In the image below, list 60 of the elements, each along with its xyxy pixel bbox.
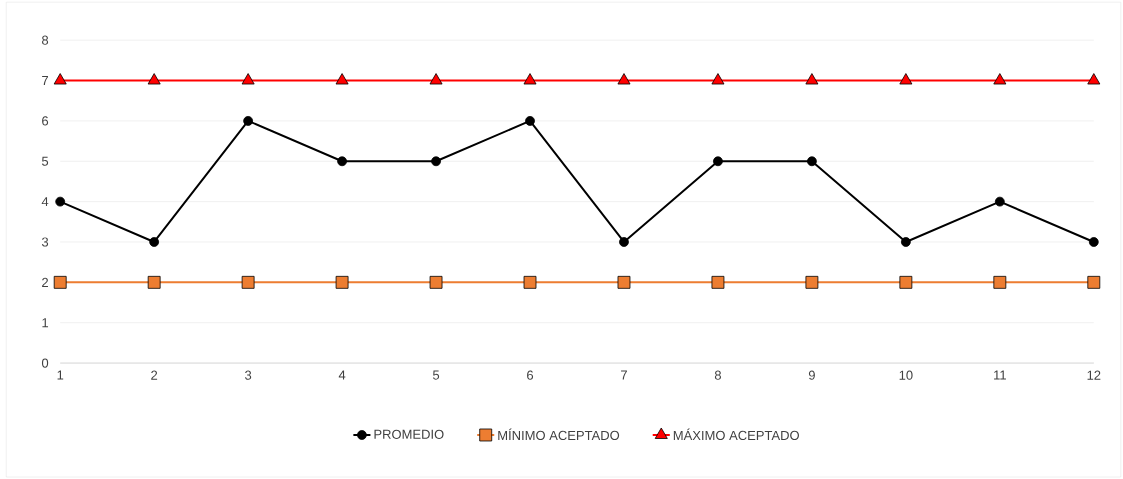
point	[899, 275, 913, 289]
point	[523, 275, 537, 289]
point	[149, 236, 160, 247]
point	[805, 275, 819, 289]
point	[899, 73, 913, 85]
point	[807, 156, 817, 167]
point	[711, 275, 725, 289]
point	[993, 275, 1007, 289]
point	[525, 115, 535, 126]
point	[617, 73, 631, 85]
x-tick-label: 2	[151, 370, 158, 380]
point	[241, 73, 255, 85]
y-tick-label: 8	[42, 35, 49, 45]
point	[711, 73, 725, 85]
point	[243, 115, 254, 126]
y-tick-label: 2	[42, 277, 49, 287]
y-tick-label: 7	[42, 75, 49, 85]
point	[429, 275, 443, 289]
legend-label: MÍNIMO ACEPTADO	[498, 428, 620, 440]
point	[713, 156, 723, 167]
point	[805, 73, 819, 85]
y-tick-label: 0	[41, 358, 49, 368]
point	[1087, 73, 1101, 85]
y-tick-label: 1	[42, 318, 49, 328]
point	[617, 275, 631, 289]
x-tick-label: 1	[57, 370, 64, 380]
x-tick-label: 4	[338, 370, 346, 380]
y-tick-label: 3	[41, 237, 49, 247]
point	[337, 156, 347, 167]
x-tick-label: 7	[621, 370, 627, 380]
y-tick-label: 5	[41, 156, 49, 166]
point	[53, 275, 67, 289]
point	[1088, 236, 1099, 247]
point	[335, 275, 349, 289]
x-tick-label: 3	[245, 370, 252, 380]
x-tick-label: 10	[899, 370, 913, 380]
point	[55, 196, 66, 207]
legend-label: PROMEDIO	[374, 429, 444, 439]
x-tick-label: 12	[1087, 370, 1101, 380]
x-tick-label: 9	[808, 370, 815, 380]
point	[994, 196, 1005, 207]
point	[993, 73, 1007, 85]
point	[431, 156, 441, 167]
y-tick-label: 6	[42, 116, 49, 126]
point	[241, 275, 255, 289]
y-tick-label: 4	[41, 197, 49, 206]
x-tick-label: 6	[527, 370, 534, 380]
point	[147, 275, 161, 289]
point	[523, 73, 537, 85]
x-tick-label: 11	[994, 370, 1006, 380]
point	[1087, 275, 1101, 289]
x-tick-label: 5	[432, 370, 440, 380]
point	[900, 236, 911, 247]
point	[147, 73, 161, 85]
point	[335, 73, 349, 85]
point	[619, 236, 629, 247]
x-tick-label: 8	[714, 370, 721, 380]
point	[429, 73, 443, 85]
point	[53, 73, 67, 85]
legend-label: MÁXIMO ACEPTADO	[673, 428, 799, 440]
